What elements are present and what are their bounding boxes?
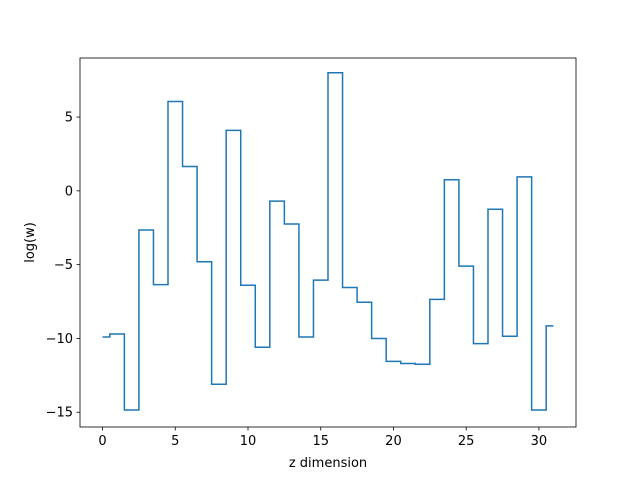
- y-tick-label: 0: [65, 184, 73, 199]
- y-tick-label: 5: [65, 111, 73, 126]
- y-tick-label: −5: [54, 258, 73, 273]
- x-tick-label: 20: [385, 434, 402, 449]
- x-tick-label: 5: [171, 434, 179, 449]
- y-tick-label: −15: [46, 406, 73, 421]
- x-tick-label: 0: [98, 434, 106, 449]
- x-tick-label: 10: [240, 434, 257, 449]
- y-axis-ticks: −15 −10 −5 0 5: [46, 111, 80, 421]
- x-tick-label: 30: [531, 434, 548, 449]
- series-line: [102, 72, 554, 411]
- x-tick-label: 15: [312, 434, 329, 449]
- plot-area: [102, 72, 554, 411]
- axes-frame: [79, 57, 577, 428]
- x-tick-label: 25: [458, 434, 475, 449]
- y-axis-label: log(w): [23, 222, 38, 263]
- y-tick-label: −10: [46, 332, 73, 347]
- x-axis-label: z dimension: [289, 456, 367, 471]
- x-axis-ticks: 0 5 10 15 20 25 30: [98, 427, 547, 449]
